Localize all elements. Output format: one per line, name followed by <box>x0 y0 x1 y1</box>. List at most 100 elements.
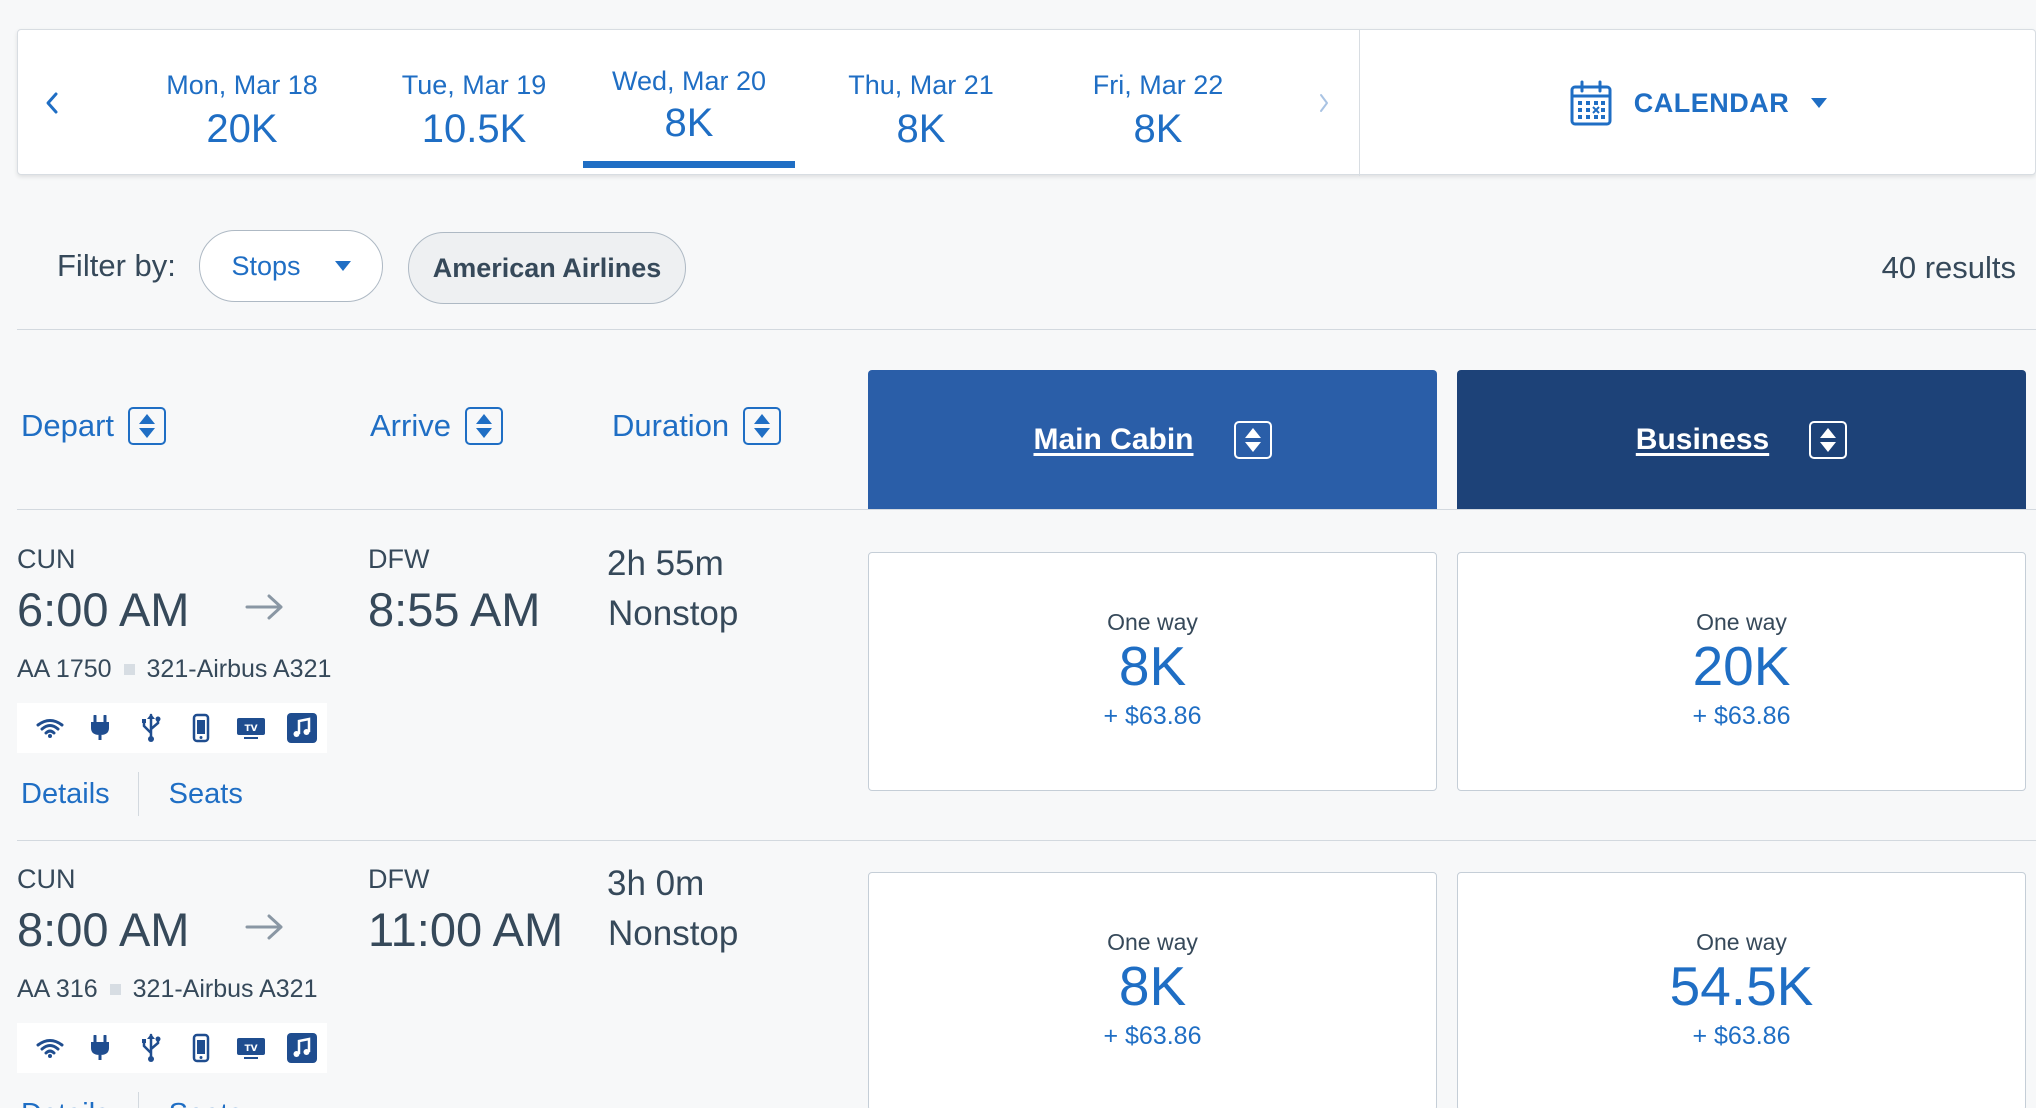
arrow-right-icon <box>245 594 283 620</box>
fare-type-label: One way <box>1696 929 1787 955</box>
arrow-right-icon <box>245 914 283 940</box>
date-tab-price: 8K <box>896 107 946 151</box>
date-tab-label: Mon, Mar 18 <box>166 70 318 100</box>
business-price-card[interactable]: One way 20K + $63.86 <box>1457 552 2026 791</box>
fare-taxes: + $63.86 <box>1103 1021 1202 1050</box>
flight-stops: Nonstop <box>608 914 739 953</box>
flight-links: Details Seats <box>21 1092 243 1108</box>
filter-label: Filter by: <box>57 248 176 283</box>
calendar-button[interactable]: CALENDAR <box>1360 30 2036 176</box>
flight-row: CUN 6:00 AM DFW 8:55 AM 2h 55m Nonstop A… <box>17 510 2036 830</box>
flight-number: AA 316 <box>17 975 98 1003</box>
stops-filter-label: Stops <box>231 250 301 281</box>
tv-icon: TV <box>226 703 276 753</box>
divider <box>17 840 2036 841</box>
origin-code: CUN <box>17 864 76 894</box>
sort-icon <box>743 407 782 445</box>
date-tab-tue-mar-19[interactable]: Tue, Mar 19 10.5K <box>368 30 580 176</box>
chevron-left-icon <box>46 92 58 114</box>
date-tab-price: 10.5K <box>421 107 527 151</box>
airline-filter-chip[interactable]: American Airlines <box>408 232 686 304</box>
caret-down-icon <box>334 261 351 271</box>
fare-type-label: One way <box>1107 929 1198 955</box>
flight-row: CUN 8:00 AM DFW 11:00 AM 3h 0m Nonstop A… <box>17 830 2036 1108</box>
svg-text:TV: TV <box>245 1044 258 1054</box>
flight-stops: Nonstop <box>608 594 739 633</box>
flight-links: Details Seats <box>21 772 243 816</box>
fare-miles: 54.5K <box>1669 955 1814 1017</box>
sort-depart-label: Depart <box>21 408 115 443</box>
power-icon <box>75 1023 125 1073</box>
amenities-list: TV <box>17 703 327 753</box>
airline-filter-label: American Airlines <box>432 252 662 283</box>
date-tab-price: 20K <box>206 107 278 151</box>
sort-duration-label: Duration <box>612 408 730 443</box>
separator-square <box>123 664 135 675</box>
fare-type-label: One way <box>1696 609 1787 635</box>
seats-link[interactable]: Seats <box>168 777 243 810</box>
sort-depart-button[interactable]: Depart <box>21 407 167 445</box>
fare-miles: 20K <box>1692 635 1791 697</box>
date-tab-price: 8K <box>664 101 714 145</box>
chevron-right-icon <box>1320 94 1328 112</box>
link-separator <box>137 772 139 816</box>
fare-type-label: One way <box>1107 609 1198 635</box>
divider <box>17 509 2036 510</box>
sort-arrive-button[interactable]: Arrive <box>370 407 503 445</box>
next-dates-button[interactable] <box>1304 30 1344 176</box>
destination-code: DFW <box>368 544 430 574</box>
filter-row: Filter by: Stops American Airlines 40 re… <box>17 230 2036 330</box>
usb-icon <box>126 703 176 753</box>
flight-info: AA 316 321-Airbus A321 <box>17 975 318 1004</box>
divider <box>17 329 2036 330</box>
main-cabin-price-card[interactable]: One way 8K + $63.86 <box>868 552 1437 791</box>
stops-filter-dropdown[interactable]: Stops <box>199 230 383 302</box>
date-tab-label: Wed, Mar 20 <box>611 66 767 96</box>
fare-miles: 8K <box>1118 635 1187 697</box>
details-link[interactable]: Details <box>21 1098 110 1108</box>
wifi-icon <box>25 1023 75 1073</box>
svg-text:TV: TV <box>245 724 258 734</box>
business-label: Business <box>1635 422 1770 456</box>
date-tab-mon-mar-18[interactable]: Mon, Mar 18 20K <box>136 30 348 176</box>
date-tab-thu-mar-21[interactable]: Thu, Mar 21 8K <box>815 30 1027 176</box>
fare-miles: 8K <box>1118 955 1187 1017</box>
depart-time: 6:00 AM <box>17 583 190 636</box>
calendar-label: CALENDAR <box>1633 87 1790 118</box>
fare-taxes: + $63.86 <box>1692 701 1791 730</box>
date-tab-wed-mar-20[interactable]: Wed, Mar 20 8K <box>583 30 795 176</box>
sort-icon <box>128 407 167 445</box>
date-tab-price: 8K <box>1133 107 1183 151</box>
seats-link[interactable]: Seats <box>169 1098 243 1108</box>
prev-dates-button[interactable] <box>32 30 72 176</box>
date-tab-fri-mar-22[interactable]: Fri, Mar 22 8K <box>1052 30 1264 176</box>
caret-down-icon <box>1811 98 1828 108</box>
main-cabin-price-card[interactable]: One way 8K + $63.86 <box>868 872 1437 1108</box>
sort-icon <box>1809 420 1848 459</box>
date-bar-divider <box>1359 30 1360 176</box>
details-link[interactable]: Details <box>21 777 110 810</box>
power-icon <box>75 703 125 753</box>
music-icon <box>277 1023 327 1073</box>
wifi-icon <box>25 703 75 753</box>
tv-icon: TV <box>226 1023 276 1073</box>
date-selector-bar: Mon, Mar 18 20K Tue, Mar 19 10.5K Wed, M… <box>17 29 2036 176</box>
business-price-card[interactable]: One way 54.5K + $63.86 <box>1457 872 2026 1108</box>
origin-code: CUN <box>17 544 76 574</box>
sort-duration-button[interactable]: Duration <box>612 407 782 445</box>
fare-taxes: + $63.86 <box>1103 701 1202 730</box>
sort-arrive-label: Arrive <box>370 408 451 443</box>
sort-business-button[interactable]: Business <box>1457 370 2026 509</box>
selected-date-indicator <box>583 161 795 168</box>
arrive-time: 11:00 AM <box>368 903 564 956</box>
link-separator <box>137 1092 139 1108</box>
phone-icon <box>176 703 226 753</box>
phone-icon <box>176 1023 226 1073</box>
sort-main-cabin-button[interactable]: Main Cabin <box>868 370 1437 509</box>
flight-number: AA 1750 <box>17 655 112 683</box>
fare-taxes: + $63.86 <box>1692 1021 1791 1050</box>
sort-icon <box>464 407 503 445</box>
depart-time: 8:00 AM <box>17 903 190 956</box>
results-count: 40 results <box>1881 250 2016 285</box>
destination-code: DFW <box>368 864 430 894</box>
